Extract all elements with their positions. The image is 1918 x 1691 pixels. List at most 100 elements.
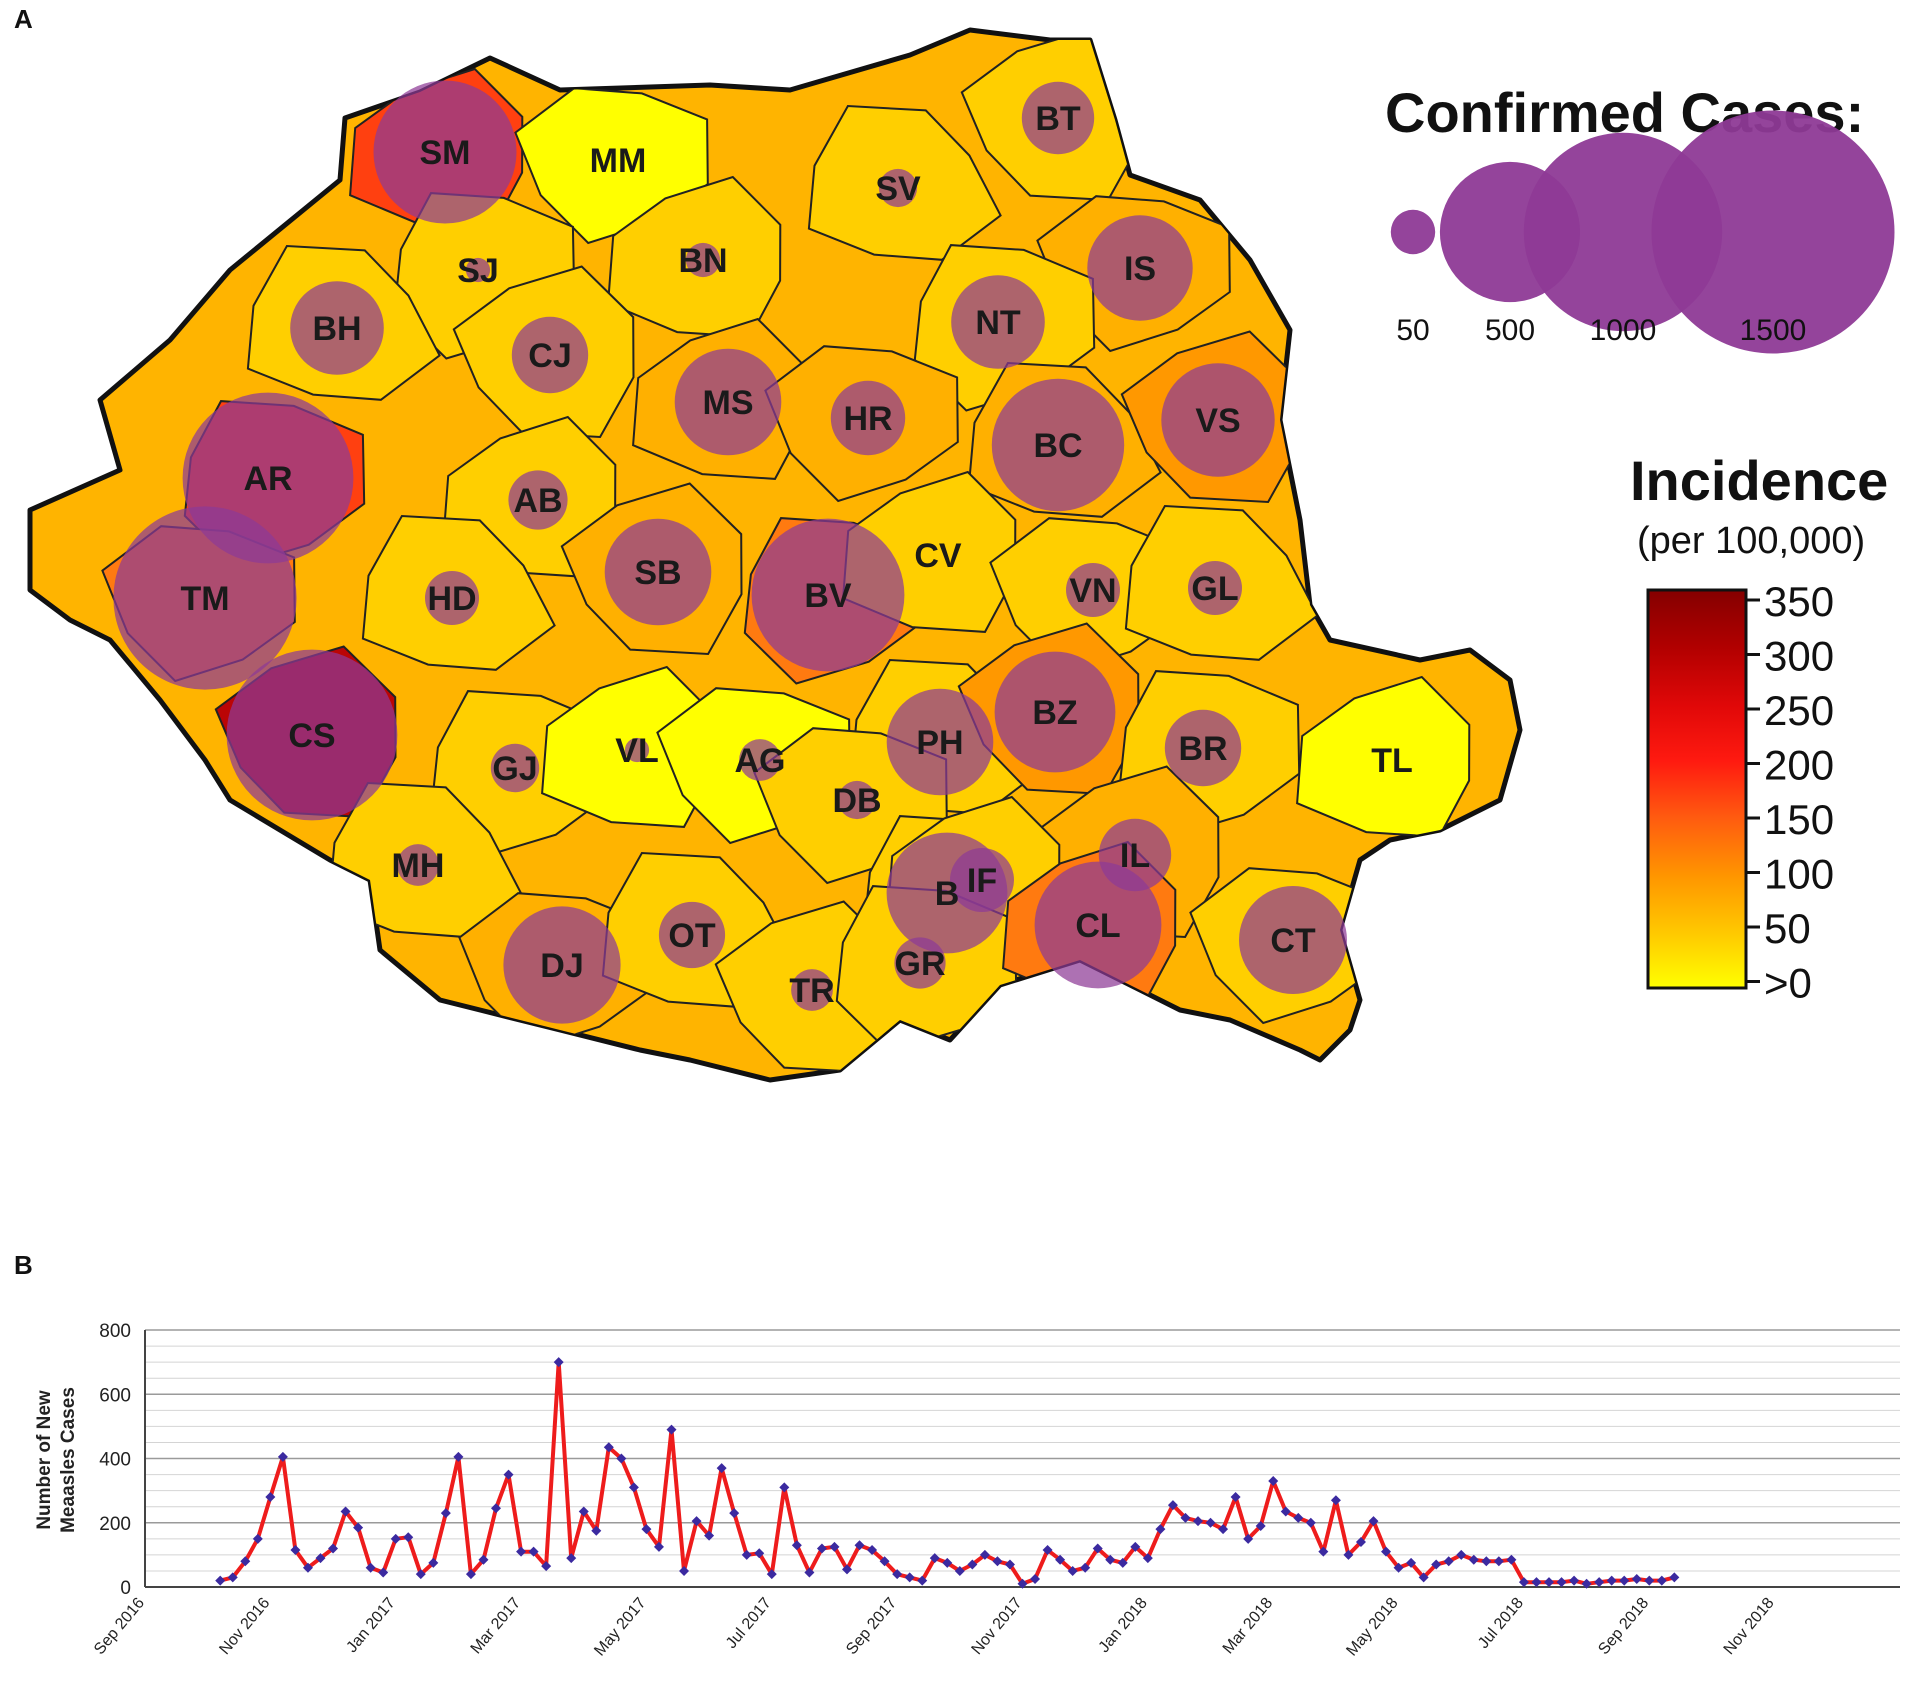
y-tick-400: 400 [99, 1450, 131, 1471]
x-tick-may-2018: May 2018 [1343, 1595, 1401, 1660]
data-point-69 [1080, 1562, 1091, 1573]
x-tick-mar-2017: Mar 2017 [468, 1595, 525, 1658]
case-bubble-ph [886, 688, 994, 796]
data-point-111 [1606, 1575, 1617, 1586]
data-point-19 [453, 1451, 464, 1462]
incidence-colorbar [1646, 588, 1748, 990]
data-point-93 [1381, 1546, 1392, 1557]
data-point-4 [265, 1492, 276, 1503]
county-code-cv: CV [914, 537, 962, 575]
case-bubble-ms [674, 348, 782, 456]
cases-legend: Confirmed Cases: 50 500 1000 1500 [1385, 81, 1895, 354]
county-code-cs: CS [288, 717, 335, 755]
data-point-86 [1293, 1512, 1304, 1523]
data-point-51 [854, 1540, 865, 1551]
x-tick-jan-2017: Jan 2017 [343, 1595, 398, 1656]
data-point-20 [465, 1569, 476, 1580]
data-point-58 [942, 1557, 953, 1568]
data-point-37 [679, 1565, 690, 1576]
data-point-66 [1042, 1545, 1053, 1556]
y-axis-label-line-2: Meaasles Cases [58, 1387, 79, 1533]
data-point-14 [390, 1533, 401, 1544]
case-bubble-vn [1066, 563, 1120, 617]
data-point-90 [1343, 1549, 1354, 1560]
county-code-ot: OT [668, 917, 715, 955]
x-tick-may-2017: May 2017 [591, 1595, 649, 1660]
data-point-92 [1368, 1516, 1379, 1527]
cases-legend-label-50: 50 [1396, 314, 1429, 347]
data-point-8 [315, 1553, 326, 1564]
data-point-40 [716, 1463, 727, 1474]
county-code-hr: HR [843, 400, 892, 438]
cases-legend-bubble-50 [1390, 209, 1436, 255]
x-tick-nov-2018: Nov 2018 [1721, 1595, 1778, 1658]
case-bubble-bh [290, 281, 384, 375]
x-tick-nov-2016: Nov 2016 [216, 1595, 273, 1658]
data-point-77 [1180, 1512, 1191, 1523]
county-code-ph: PH [916, 724, 963, 762]
panel-label-a: A [14, 4, 33, 34]
data-point-3 [252, 1533, 263, 1544]
data-point-12 [365, 1562, 376, 1573]
county-code-hd: HD [427, 580, 476, 618]
x-tick-mar-2018: Mar 2018 [1220, 1595, 1277, 1658]
incidence-tick-label-1: 300 [1764, 633, 1834, 680]
data-point-104 [1518, 1577, 1529, 1588]
data-point-116 [1669, 1572, 1680, 1583]
measles-line-chart: 0 200 400 600 800 Sep 2016 Nov 2016 Jan 2017 Ma… [34, 1321, 1900, 1659]
data-point-21 [478, 1554, 489, 1565]
data-point-99 [1456, 1549, 1467, 1560]
data-point-70 [1092, 1543, 1103, 1554]
data-point-28 [566, 1553, 577, 1564]
y-axis-label-line-1: Number of New [34, 1390, 55, 1530]
data-point-48 [816, 1543, 827, 1554]
data-point-61 [979, 1549, 990, 1560]
case-bubble-hr [830, 380, 906, 456]
cases-legend-items: 50 500 1000 1500 [1390, 110, 1895, 354]
panel-label-b: B [14, 1250, 33, 1280]
case-bubble-hd [425, 571, 479, 625]
data-point-22 [491, 1503, 501, 1514]
county-code-vs: VS [1195, 402, 1240, 440]
case-bubble-gr [894, 937, 946, 989]
case-bubble-bz [994, 651, 1116, 773]
data-point-63 [1004, 1559, 1015, 1570]
data-point-74 [1142, 1553, 1153, 1564]
data-point-55 [904, 1572, 915, 1583]
data-point-11 [353, 1522, 364, 1533]
county-code-b: B [935, 875, 960, 913]
data-point-103 [1506, 1554, 1517, 1565]
data-point-18 [440, 1508, 451, 1519]
data-point-38 [691, 1516, 702, 1527]
incidence-legend-title: Incidence [1630, 449, 1888, 512]
x-tick-sep-2016: Sep 2016 [91, 1595, 148, 1658]
data-point-110 [1594, 1577, 1605, 1588]
data-point-17 [428, 1557, 439, 1568]
data-point-78 [1193, 1516, 1203, 1527]
case-bubble-cl [1034, 861, 1162, 989]
data-point-106 [1544, 1577, 1554, 1588]
data-point-108 [1569, 1575, 1580, 1586]
county-code-il: IL [1120, 837, 1150, 875]
data-point-41 [729, 1508, 740, 1519]
data-point-83 [1255, 1520, 1266, 1531]
county-code-tr: TR [789, 972, 834, 1010]
data-point-52 [867, 1545, 878, 1556]
county-code-br: BR [1178, 730, 1227, 768]
case-bubble-cs [226, 649, 398, 821]
data-point-39 [704, 1530, 715, 1541]
data-point-85 [1280, 1506, 1291, 1517]
case-bubble-br [1164, 709, 1242, 787]
case-bubbles [113, 80, 1347, 1024]
case-bubble-gl [1188, 561, 1242, 615]
county-code-vn: VN [1069, 572, 1116, 610]
data-point-1 [227, 1572, 238, 1583]
case-bubble-cj [511, 316, 589, 394]
data-point-95 [1406, 1557, 1417, 1568]
x-tick-jan-2018: Jan 2018 [1096, 1595, 1151, 1656]
county-code-cj: CJ [528, 337, 571, 375]
incidence-ticks: 350 300 250 200 150 100 50 >0 [1746, 578, 1834, 1007]
data-point-107 [1556, 1577, 1567, 1588]
county-code-bn: BN [678, 242, 727, 280]
data-point-31 [603, 1442, 614, 1453]
